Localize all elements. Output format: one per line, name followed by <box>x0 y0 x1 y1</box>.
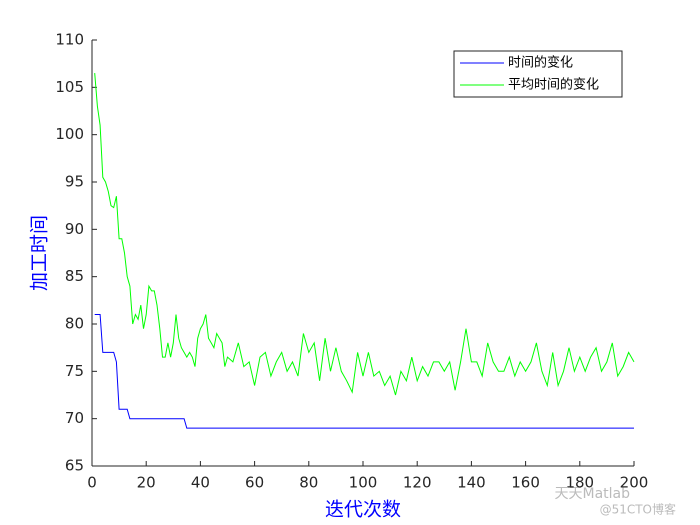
x-tick-label: 200 <box>620 474 649 492</box>
x-tick-label: 0 <box>87 474 97 492</box>
y-tick-label: 110 <box>55 31 84 49</box>
x-tick-label: 140 <box>457 474 486 492</box>
watermark: 天天Matlab <box>554 486 630 502</box>
x-tick-label: 180 <box>565 474 594 492</box>
y-tick-label: 75 <box>65 362 84 380</box>
x-tick-label: 100 <box>349 474 378 492</box>
y-tick-label: 80 <box>65 315 84 333</box>
x-tick-label: 120 <box>403 474 432 492</box>
series-line <box>94 314 634 429</box>
x-tick-label: 80 <box>299 474 318 492</box>
x-tick-label: 160 <box>511 474 540 492</box>
legend-box <box>453 50 623 98</box>
y-tick-label: 95 <box>65 173 84 191</box>
legend-label: 时间的变化 <box>508 55 573 71</box>
series-line <box>94 73 635 396</box>
y-tick-label: 100 <box>55 125 84 143</box>
y-axis-label: 加工时间 <box>29 215 51 291</box>
x-axis-label: 迭代次数 <box>325 499 401 521</box>
y-tick-label: 70 <box>65 409 84 427</box>
watermark: @51CTO博客 <box>600 502 676 517</box>
y-tick-label: 90 <box>65 220 84 238</box>
y-tick-label: 105 <box>55 78 84 96</box>
y-tick-label: 65 <box>65 457 84 475</box>
x-tick-label: 20 <box>137 474 156 492</box>
legend-label: 平均时间的变化 <box>508 77 599 93</box>
y-tick-label: 85 <box>65 267 84 285</box>
x-tick-label: 40 <box>191 474 210 492</box>
x-tick-label: 60 <box>245 474 264 492</box>
